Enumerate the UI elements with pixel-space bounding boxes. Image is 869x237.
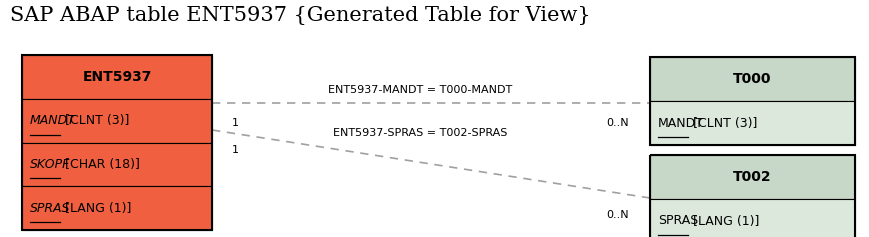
Text: ENT5937-MANDT = T000-MANDT: ENT5937-MANDT = T000-MANDT xyxy=(328,85,512,95)
Bar xyxy=(650,155,855,237)
Bar xyxy=(22,142,212,186)
Text: SPRAS: SPRAS xyxy=(658,214,699,228)
Text: MANDT: MANDT xyxy=(30,114,76,127)
Text: MANDT: MANDT xyxy=(658,117,704,129)
Text: T000: T000 xyxy=(733,72,772,86)
Text: 0..N: 0..N xyxy=(607,118,629,128)
Bar xyxy=(22,55,212,230)
Text: SKOPF: SKOPF xyxy=(30,158,70,171)
Text: [LANG (1)]: [LANG (1)] xyxy=(61,202,131,215)
Text: 0..N: 0..N xyxy=(607,210,629,220)
Bar xyxy=(650,57,855,145)
Text: [CLNT (3)]: [CLNT (3)] xyxy=(61,114,129,127)
Text: SPRAS: SPRAS xyxy=(30,202,70,215)
Text: [CLNT (3)]: [CLNT (3)] xyxy=(689,117,758,129)
Bar xyxy=(650,155,855,199)
Text: T002: T002 xyxy=(733,170,772,184)
Bar xyxy=(22,99,212,142)
Bar xyxy=(22,55,212,99)
Text: [CHAR (18)]: [CHAR (18)] xyxy=(61,158,140,171)
Bar xyxy=(650,101,855,145)
Bar xyxy=(650,57,855,101)
Bar xyxy=(650,199,855,237)
Text: 1: 1 xyxy=(231,145,238,155)
Bar xyxy=(22,186,212,230)
Text: ENT5937: ENT5937 xyxy=(83,70,152,84)
Text: [LANG (1)]: [LANG (1)] xyxy=(689,214,760,228)
Text: 1: 1 xyxy=(231,118,238,128)
Text: ENT5937-SPRAS = T002-SPRAS: ENT5937-SPRAS = T002-SPRAS xyxy=(333,128,507,138)
Text: SAP ABAP table ENT5937 {Generated Table for View}: SAP ABAP table ENT5937 {Generated Table … xyxy=(10,6,591,25)
